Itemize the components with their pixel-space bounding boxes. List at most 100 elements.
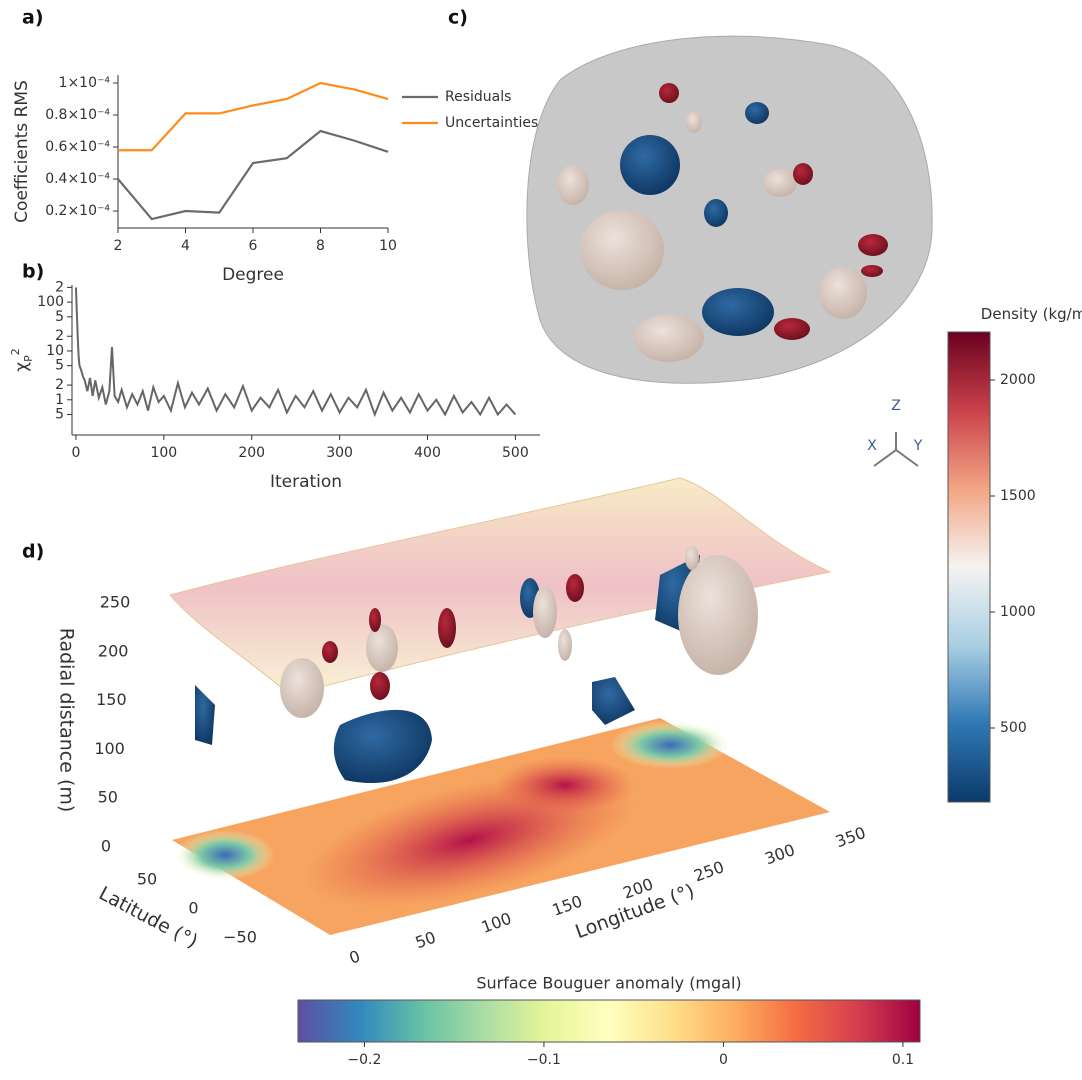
inclusion (704, 199, 728, 227)
axes-triad (874, 432, 918, 466)
map-shade (495, 757, 635, 813)
y-tick-label: 5 (55, 406, 64, 422)
x-tick-label: 0 (347, 946, 363, 967)
inclusion (558, 629, 572, 661)
x-tick-label: 300 (762, 840, 797, 868)
y-tick-label: 2 (55, 328, 64, 344)
inclusion (858, 234, 888, 256)
z-tick-label: 150 (96, 690, 127, 709)
panel-c-render (527, 36, 932, 466)
inclusion (557, 165, 589, 205)
z-tick-label: 50 (98, 788, 118, 807)
colorbar-tick-label: 0.1 (892, 1052, 914, 1068)
inclusion (819, 267, 867, 319)
map-shade (175, 830, 275, 880)
y-axis-label: Latitude (°) (95, 882, 201, 952)
inclusion (592, 677, 635, 725)
y-tick-label: 100 (37, 294, 64, 310)
panel-label: b) (22, 261, 44, 283)
panel-label: a) (22, 7, 44, 29)
triad-label: X (867, 438, 877, 454)
inclusion (678, 555, 758, 675)
x-tick-label: 100 (150, 445, 177, 461)
colorbar-tick-label: 1000 (1000, 604, 1036, 620)
inclusion (745, 102, 769, 124)
x-tick-label: 200 (238, 445, 265, 461)
x-tick-label: 500 (502, 445, 529, 461)
inclusion (580, 210, 664, 290)
inclusion (702, 288, 774, 336)
inclusion (533, 586, 557, 638)
inclusion (322, 641, 338, 663)
y-tick-label: 0.2×10⁻⁴ (45, 203, 110, 219)
colorbar (298, 1000, 920, 1042)
x-tick-label: 400 (414, 445, 441, 461)
y-tick-label: −50 (223, 928, 257, 947)
inclusion (793, 163, 813, 185)
triad-label: Y (913, 438, 923, 454)
x-tick-label: 150 (550, 891, 585, 919)
colorbar-title-part: Density (kg/m (981, 305, 1082, 323)
colorbar-tick-label: 500 (1000, 720, 1027, 736)
map-shade (610, 721, 730, 769)
inclusion (686, 111, 702, 133)
x-axis-label: Iteration (270, 472, 342, 492)
inclusion (861, 265, 883, 277)
inclusion (763, 169, 797, 197)
panel-d-render (170, 478, 830, 935)
colorbar-title: Density (kg/m3) (981, 301, 1082, 323)
z-tick-label: 100 (94, 739, 125, 758)
x-axis-label: Degree (222, 265, 284, 285)
y-tick-label: 1 (55, 392, 64, 408)
inclusion (438, 608, 456, 648)
line (76, 287, 515, 414)
colorbar-tick-label: 0 (719, 1052, 728, 1068)
x-tick-label: 6 (249, 238, 258, 254)
y-axis-label-part: 2 (9, 348, 22, 355)
colorbar-tick-label: −0.1 (527, 1052, 561, 1068)
x-tick-label: 4 (181, 238, 190, 254)
x-tick-label: 100 (479, 909, 514, 937)
inclusion (566, 574, 584, 602)
y-tick-label: 0.4×10⁻⁴ (45, 171, 110, 187)
y-tick-label: 10 (46, 343, 64, 359)
y-tick-label: 0.6×10⁻⁴ (45, 139, 110, 155)
line (118, 83, 388, 150)
colorbar (948, 332, 990, 802)
triad-label: Z (891, 398, 901, 414)
figure: a)b)c)d)XYZ0.2×10⁻⁴0.4×10⁻⁴0.6×10⁻⁴0.8×1… (0, 0, 1082, 1076)
legend-label: Uncertainties (445, 115, 538, 131)
x-tick-label: 8 (316, 238, 325, 254)
inclusion (195, 685, 215, 745)
x-tick-label: 10 (379, 238, 397, 254)
y-tick-label: 1×10⁻⁴ (59, 75, 111, 91)
colorbar-tick-label: 1500 (1000, 488, 1036, 504)
x-tick-label: 0 (71, 445, 80, 461)
z-tick-label: 0 (101, 837, 111, 856)
colorbar-title: Surface Bouguer anomaly (mgal) (476, 974, 741, 993)
inclusion (334, 710, 432, 783)
inclusion (370, 672, 390, 700)
y-tick-label: 50 (137, 870, 157, 889)
y-tick-label: 0.8×10⁻⁴ (45, 107, 110, 123)
inclusion (634, 314, 704, 362)
x-tick-label: 300 (326, 445, 353, 461)
z-tick-label: 200 (98, 641, 129, 660)
inclusion (774, 318, 810, 340)
y-axis-label: χP2 (9, 348, 35, 371)
z-axis-label: Radial distance (m) (56, 628, 78, 813)
y-axis-label-part: P (22, 355, 35, 362)
x-tick-label: 350 (833, 823, 868, 851)
inclusion (369, 608, 381, 632)
inclusion (366, 624, 398, 672)
x-tick-label: 2 (114, 238, 123, 254)
y-axis-label-part: χ (12, 362, 32, 372)
y-tick-label: 2 (55, 279, 64, 295)
legend-label: Residuals (445, 89, 511, 105)
inclusion (685, 546, 699, 570)
colorbar-tick-label: −0.2 (347, 1052, 381, 1068)
y-tick-label: 2 (55, 377, 64, 393)
inclusion (659, 83, 679, 103)
x-tick-label: 250 (691, 857, 726, 885)
panel-label: d) (22, 541, 44, 563)
